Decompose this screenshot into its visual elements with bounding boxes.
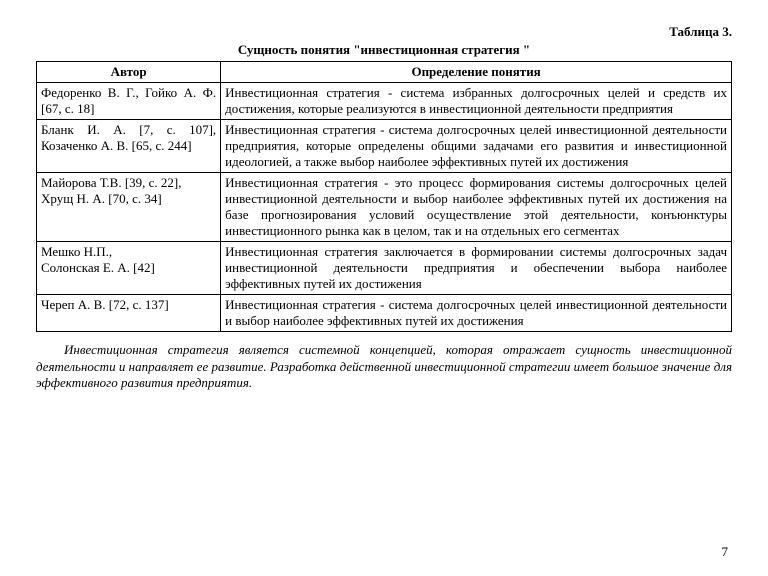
author-cell: Мешко Н.П.,Солонская Е. А. [42] xyxy=(37,242,221,295)
author-cell: Череп А. В. [72, с. 137] xyxy=(37,295,221,332)
table-row: Череп А. В. [72, с. 137]Инвестиционная с… xyxy=(37,295,732,332)
table-number: Таблица 3. xyxy=(36,24,732,40)
table-row: Федоренко В. Г., Гойко А. Ф. [67, с. 18]… xyxy=(37,83,732,120)
definition-cell: Инвестиционная стратегия - система долго… xyxy=(221,295,732,332)
definition-cell: Инвестиционная стратегия - система долго… xyxy=(221,120,732,173)
table-row: Бланк И. А. [7, с. 107], Козаченко А. В.… xyxy=(37,120,732,173)
header-definition: Определение понятия xyxy=(221,62,732,83)
table-row: Мешко Н.П.,Солонская Е. А. [42]Инвестици… xyxy=(37,242,732,295)
summary-paragraph: Инвестиционная стратегия является систем… xyxy=(36,342,732,392)
table-caption: Сущность понятия "инвестиционная стратег… xyxy=(36,42,732,58)
definition-cell: Инвестиционная стратегия - это процесс ф… xyxy=(221,173,732,242)
author-cell: Федоренко В. Г., Гойко А. Ф. [67, с. 18] xyxy=(37,83,221,120)
table-header-row: Автор Определение понятия xyxy=(37,62,732,83)
header-author: Автор xyxy=(37,62,221,83)
definitions-table: Автор Определение понятия Федоренко В. Г… xyxy=(36,61,732,332)
author-cell: Бланк И. А. [7, с. 107], Козаченко А. В.… xyxy=(37,120,221,173)
definition-cell: Инвестиционная стратегия - система избра… xyxy=(221,83,732,120)
definition-cell: Инвестиционная стратегия заключается в ф… xyxy=(221,242,732,295)
page-number: 7 xyxy=(722,544,729,560)
table-row: Майорова Т.В. [39, с. 22],Хрущ Н. А. [70… xyxy=(37,173,732,242)
author-cell: Майорова Т.В. [39, с. 22],Хрущ Н. А. [70… xyxy=(37,173,221,242)
